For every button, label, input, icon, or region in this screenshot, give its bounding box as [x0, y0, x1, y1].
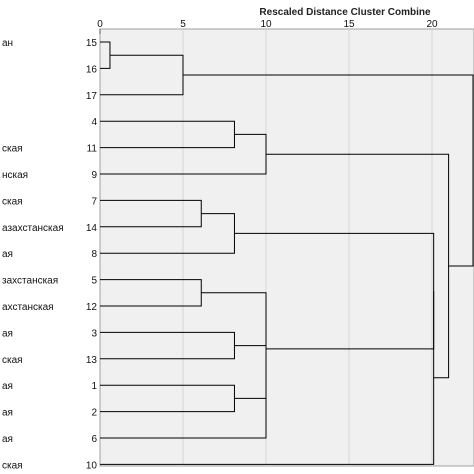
case-label: ая	[2, 381, 13, 392]
cluster-link	[100, 291, 435, 465]
case-number: 15	[86, 38, 98, 49]
case-number: 1	[91, 381, 97, 392]
case-label: азахстанская	[2, 223, 64, 234]
case-number: 12	[86, 302, 98, 313]
dendrogram-links	[100, 41, 474, 465]
case-number: 7	[91, 196, 97, 207]
case-label: нская	[2, 170, 28, 181]
x-tick-label: 0	[97, 19, 103, 30]
x-tick-label: 10	[260, 19, 272, 30]
case-number: 2	[91, 408, 97, 419]
x-tick-label: 15	[343, 19, 355, 30]
case-number: 16	[86, 64, 98, 75]
case-label: ская	[2, 144, 23, 155]
case-number: 6	[91, 434, 97, 445]
case-number: 4	[91, 117, 97, 128]
case-label: ахстанская	[2, 302, 54, 313]
case-number: 3	[91, 328, 97, 339]
case-label: ая	[2, 434, 13, 445]
case-label: ая	[2, 328, 13, 339]
case-label: ая	[2, 408, 13, 419]
case-number: 10	[86, 460, 98, 471]
case-number: 13	[86, 355, 98, 366]
case-number: 17	[86, 91, 98, 102]
case-label: ская	[2, 355, 23, 366]
case-label: ан	[2, 38, 13, 49]
chart-title: Rescaled Distance Cluster Combine	[259, 7, 431, 18]
cluster-link	[201, 292, 267, 405]
x-tick-label: 5	[180, 19, 186, 30]
plot-background	[99, 28, 474, 467]
case-number: 14	[86, 223, 98, 234]
case-number: 9	[91, 170, 97, 181]
case-label: ская	[2, 196, 23, 207]
case-label: захстанская	[2, 276, 58, 287]
plot-panel	[99, 28, 474, 467]
case-number: 11	[87, 144, 98, 155]
case-number: 5	[91, 276, 97, 287]
case-number: 8	[91, 249, 97, 260]
x-tick-label: 20	[426, 19, 438, 30]
case-label: ая	[2, 249, 13, 260]
case-label: ская	[2, 460, 23, 471]
cluster-link	[183, 74, 474, 267]
